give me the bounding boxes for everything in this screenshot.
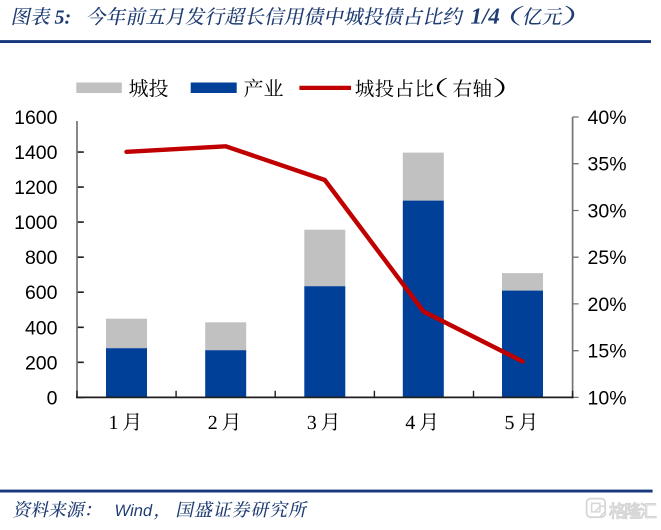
svg-text:800: 800 — [25, 247, 58, 269]
svg-text:20%: 20% — [588, 294, 627, 316]
svg-text:15%: 15% — [588, 341, 627, 363]
svg-text:1600: 1600 — [14, 107, 58, 129]
svg-text:40%: 40% — [588, 107, 627, 129]
svg-text:1200: 1200 — [14, 177, 58, 199]
svg-text:25%: 25% — [588, 247, 627, 269]
svg-text:600: 600 — [25, 282, 58, 304]
svg-text:1000: 1000 — [14, 212, 58, 234]
svg-text:0: 0 — [47, 387, 58, 409]
svg-text:10%: 10% — [588, 387, 627, 409]
svg-text:1400: 1400 — [14, 142, 58, 164]
svg-text:400: 400 — [25, 317, 58, 339]
svg-text:30%: 30% — [588, 201, 627, 223]
svg-text:35%: 35% — [588, 154, 627, 176]
svg-text:200: 200 — [25, 352, 58, 374]
